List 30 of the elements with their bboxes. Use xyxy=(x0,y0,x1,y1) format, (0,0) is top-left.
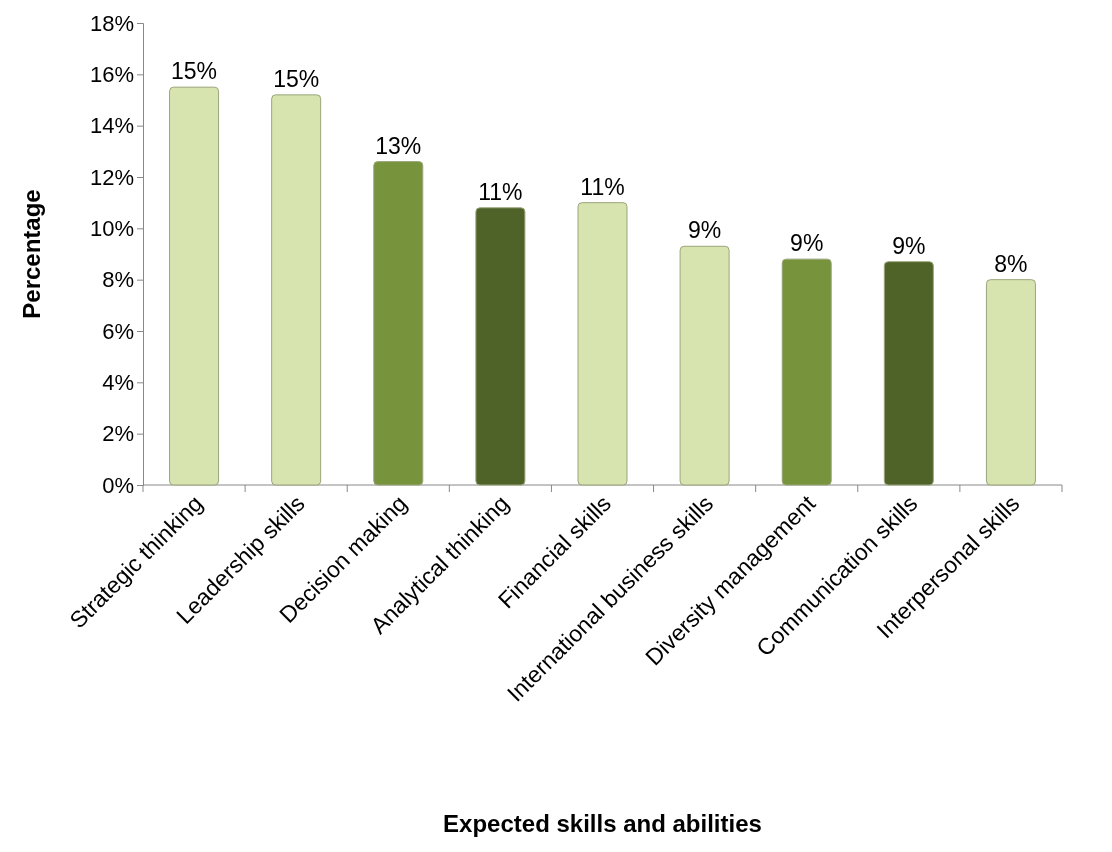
bar xyxy=(169,86,220,486)
y-tick-label: 16% xyxy=(89,61,134,87)
bar xyxy=(475,207,526,486)
x-axis-title: Expected skills and abilities xyxy=(443,810,762,837)
y-axis-title: Percentage xyxy=(18,189,45,319)
data-label: 9% xyxy=(687,217,722,244)
data-label: 11% xyxy=(478,178,523,205)
data-label: 9% xyxy=(790,230,824,257)
bar xyxy=(373,161,424,486)
y-tick-label: 14% xyxy=(89,113,134,139)
bar xyxy=(577,202,628,486)
data-label: 9% xyxy=(892,232,926,259)
bar xyxy=(781,258,832,486)
bar xyxy=(985,279,1036,486)
data-label: 15% xyxy=(273,65,320,92)
y-tick-label: 10% xyxy=(89,215,134,241)
y-tick-label: 12% xyxy=(89,164,134,190)
data-label: 13% xyxy=(375,132,422,159)
y-tick-label: 4% xyxy=(102,369,134,395)
data-label: 11% xyxy=(580,173,625,200)
bar xyxy=(271,94,322,486)
y-tick-label: 6% xyxy=(102,318,134,344)
bar xyxy=(679,245,730,486)
y-tick-label: 2% xyxy=(102,421,134,447)
y-tick-label: 18% xyxy=(89,10,134,36)
data-label: 15% xyxy=(171,58,218,85)
data-label: 8% xyxy=(994,250,1028,277)
y-tick-label: 0% xyxy=(102,472,134,498)
y-tick-label: 8% xyxy=(102,267,134,293)
bar xyxy=(883,261,934,486)
